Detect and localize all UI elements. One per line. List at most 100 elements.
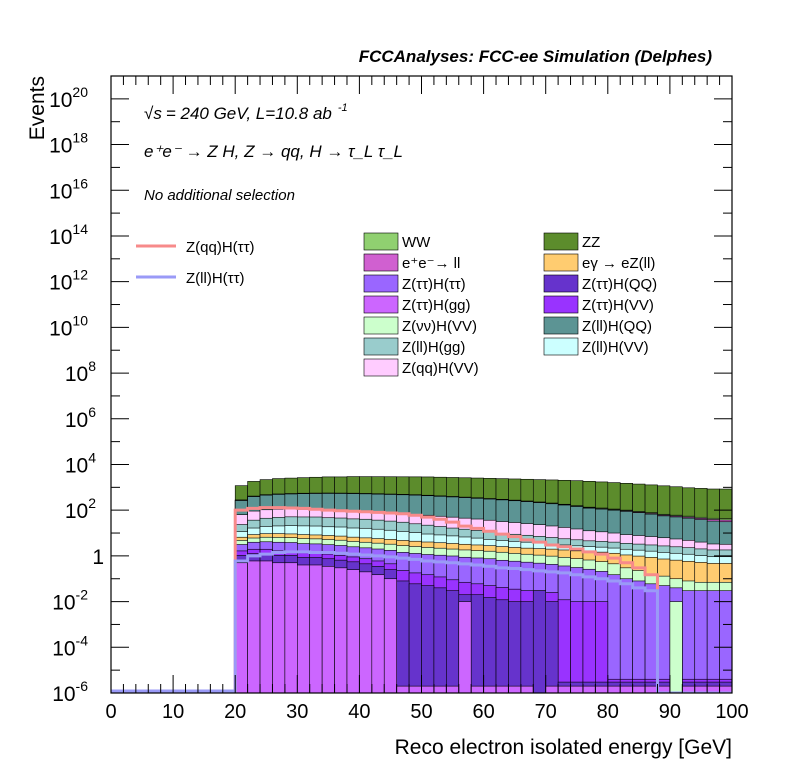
legend-swatch	[363, 232, 399, 251]
signal-line	[111, 506, 732, 693]
annotation-block: √s = 240 GeV, L=10.8 ab -1 e⁺e⁻ → Z H, Z →…	[144, 102, 403, 204]
y-tick-label: 10-6	[52, 678, 88, 706]
legend-swatch	[363, 358, 399, 377]
stack-bar	[508, 601, 522, 693]
stack-bar	[520, 685, 534, 693]
stack-bar	[595, 685, 609, 693]
stack-bar	[234, 562, 248, 693]
stack-bar	[570, 685, 584, 693]
stack-bar	[470, 685, 484, 693]
x-tick-label: 30	[286, 701, 308, 723]
legend-label: Z(ττ)H(gg)	[402, 297, 471, 314]
y-tick-label: 1016	[49, 175, 88, 203]
stack-bar	[309, 564, 323, 693]
legend-label: e⁺e⁻→ ll	[402, 255, 460, 272]
stack-bar	[582, 601, 596, 693]
y-tick-label: 1014	[49, 221, 88, 249]
stack-bar	[595, 601, 609, 693]
stack-bar	[247, 560, 261, 693]
stack-bar	[619, 685, 633, 693]
legend-swatch	[543, 337, 579, 356]
stack-bar	[433, 587, 447, 693]
stack-bar	[545, 685, 559, 693]
legend-swatch	[543, 295, 579, 314]
legend-label: ZZ	[582, 234, 600, 251]
chart-title: FCCAnalyses: FCC-ee Simulation (Delphes)	[359, 47, 713, 66]
legend: Z(qq)H(ττ) Z(ll)H(ττ) WW ZZ e⁺e⁻→ ll eγ → eZ(…	[136, 232, 657, 377]
stack-spike-bar	[532, 590, 547, 693]
stack-bar	[346, 569, 360, 693]
legend-swatch	[363, 337, 399, 356]
stack-bar	[607, 574, 621, 693]
legend-label: Z(qq)H(ττ)	[186, 239, 255, 256]
stack-bar	[570, 601, 584, 693]
stack-spike-bar	[669, 601, 683, 693]
legend-swatch	[543, 316, 579, 335]
axes: 0 10 20 30 40 50 60 70 80 90 10010-610-410-2110210…	[49, 75, 749, 723]
stack-bar	[644, 685, 658, 693]
stack-bar	[483, 685, 497, 693]
annotation-sqrt: √s = 240 GeV, L=10.8 ab -1	[144, 102, 348, 123]
y-tick-label: 1018	[49, 130, 88, 158]
x-tick-label: 60	[472, 701, 494, 723]
x-tick-label: 50	[410, 701, 432, 723]
legend-label: Z(ll)H(QQ)	[582, 318, 652, 335]
stack-bar	[284, 562, 298, 693]
legend-label: Z(ll)H(gg)	[402, 339, 465, 356]
y-tick-label: 1020	[49, 84, 88, 112]
y-axis-label: Events	[26, 76, 49, 140]
stack-bar	[259, 560, 273, 693]
x-axis-label: Reco electron isolated energy [GeV]	[395, 736, 732, 759]
stack-bar	[433, 685, 447, 693]
stack-bar	[495, 685, 509, 693]
stack-bar	[719, 590, 732, 693]
legend-label: Z(νν)H(VV)	[402, 318, 477, 335]
stack-bar	[557, 685, 571, 693]
legend-swatch	[543, 232, 579, 251]
stack-layer-0	[234, 560, 732, 693]
x-tick-label: 80	[597, 701, 619, 723]
x-tick-label: 100	[715, 701, 748, 723]
y-tick-label: 1010	[49, 312, 88, 340]
x-tick-label: 90	[659, 701, 681, 723]
stack-bar	[470, 594, 484, 693]
y-tick-label: 10-4	[52, 632, 88, 660]
stack-bar	[446, 685, 460, 693]
stack-bar	[706, 590, 720, 693]
signal-line	[111, 550, 732, 693]
stack-bar	[396, 580, 410, 693]
stack-bar	[495, 599, 509, 693]
stack-bar	[582, 685, 596, 693]
x-tick-label: 70	[535, 701, 557, 723]
stack-bar	[371, 574, 385, 693]
legend-swatch	[543, 274, 579, 293]
y-tick-label: 10-2	[52, 587, 88, 615]
signal-histograms	[111, 506, 732, 693]
legend-label: eγ → eZ(ll)	[582, 255, 655, 272]
y-tick-label: 1012	[49, 267, 88, 295]
annotation-selection: No additional selection	[144, 187, 295, 204]
stack-bar	[557, 599, 571, 693]
y-tick-label: 1	[92, 546, 104, 569]
stack-bar	[619, 578, 633, 693]
stack-bar	[396, 685, 410, 693]
y-tick-label: 108	[65, 358, 96, 386]
stack-bar	[644, 583, 658, 693]
legend-label: Z(ll)H(ττ)	[186, 270, 245, 287]
legend-label: Z(ll)H(VV)	[582, 339, 649, 356]
x-tick-label: 10	[162, 701, 184, 723]
x-tick-label: 40	[348, 701, 370, 723]
stack-bar	[508, 685, 522, 693]
stack-bar	[383, 578, 397, 693]
legend-label: Z(ττ)H(ττ)	[402, 276, 466, 293]
stack-bar	[632, 580, 646, 693]
y-tick-label: 102	[65, 495, 96, 523]
legend-swatch	[363, 253, 399, 272]
legend-label: Z(ττ)H(VV)	[582, 297, 654, 314]
legend-label: Z(ττ)H(QQ)	[582, 276, 657, 293]
stack-bar	[421, 685, 435, 693]
y-tick-label: 106	[65, 404, 96, 432]
stack-bar	[607, 685, 621, 693]
stack-bar	[408, 685, 422, 693]
